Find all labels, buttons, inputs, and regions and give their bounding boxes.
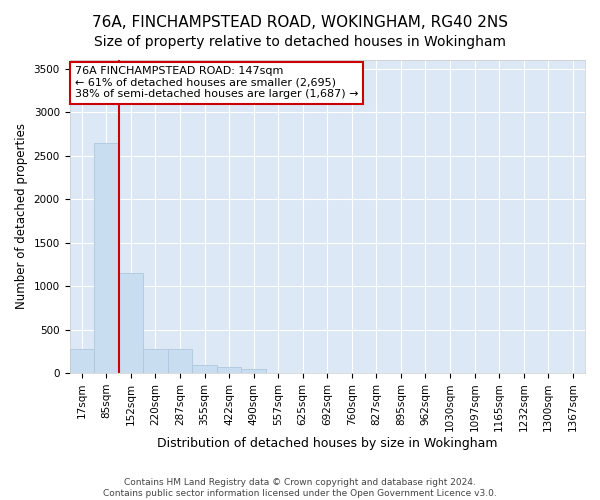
- X-axis label: Distribution of detached houses by size in Wokingham: Distribution of detached houses by size …: [157, 437, 497, 450]
- Bar: [241, 370, 266, 373]
- Y-axis label: Number of detached properties: Number of detached properties: [15, 124, 28, 310]
- Text: Size of property relative to detached houses in Wokingham: Size of property relative to detached ho…: [94, 35, 506, 49]
- Text: 76A, FINCHAMPSTEAD ROAD, WOKINGHAM, RG40 2NS: 76A, FINCHAMPSTEAD ROAD, WOKINGHAM, RG40…: [92, 15, 508, 30]
- Text: Contains HM Land Registry data © Crown copyright and database right 2024.
Contai: Contains HM Land Registry data © Crown c…: [103, 478, 497, 498]
- Bar: [217, 368, 241, 373]
- Bar: [70, 350, 94, 373]
- Bar: [94, 144, 119, 373]
- Bar: [168, 348, 192, 373]
- Bar: [143, 348, 168, 373]
- Bar: [192, 364, 217, 373]
- Bar: [119, 273, 143, 373]
- Text: 76A FINCHAMPSTEAD ROAD: 147sqm
← 61% of detached houses are smaller (2,695)
38% : 76A FINCHAMPSTEAD ROAD: 147sqm ← 61% of …: [74, 66, 358, 100]
